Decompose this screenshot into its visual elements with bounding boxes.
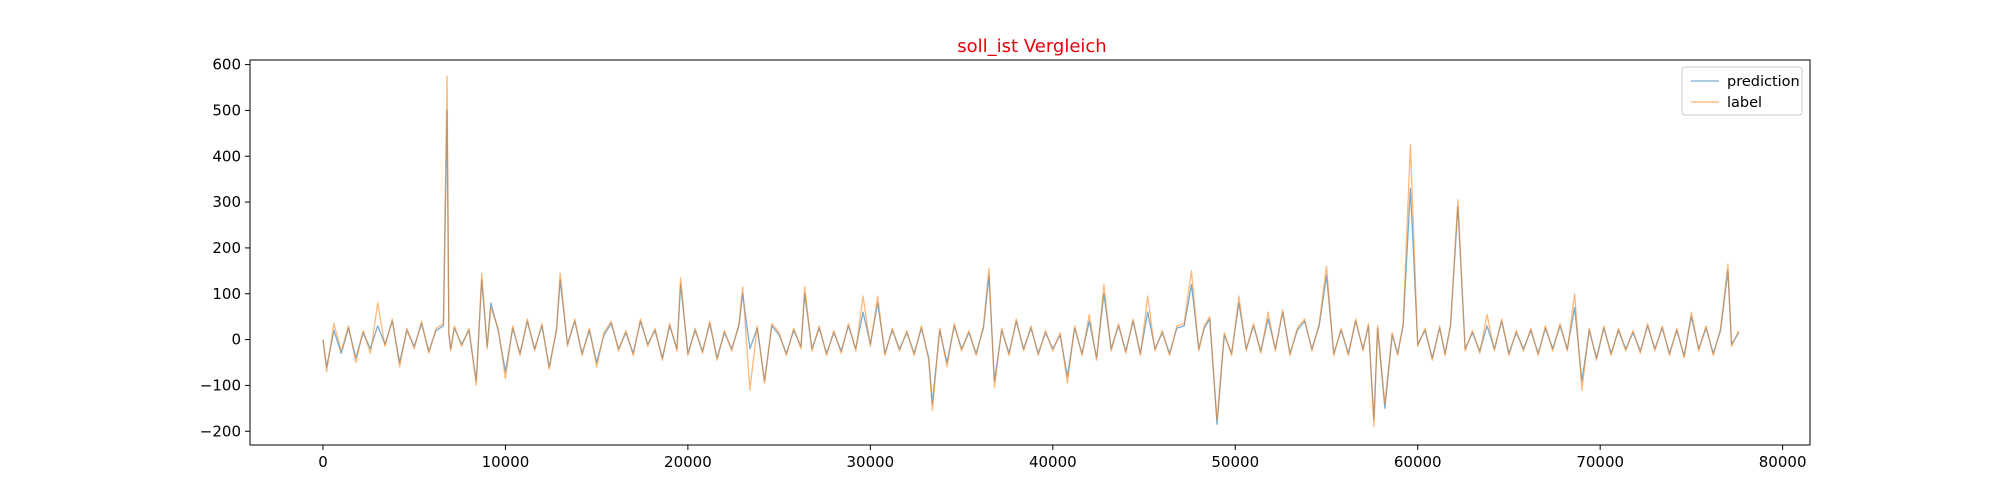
x-tick-label: 10000 (482, 453, 530, 471)
y-tick-label: 200 (212, 239, 241, 257)
legend-label-label: label (1727, 95, 1762, 111)
series-line-label (322, 75, 1740, 428)
y-tick-label: 100 (212, 285, 241, 303)
x-tick-label: 50000 (1211, 453, 1259, 471)
plot-frame (249, 59, 1811, 446)
x-tick-label: 70000 (1576, 453, 1624, 471)
x-axis: 0 10000 20000 30000 40000 50000 60000 70000 8000… (318, 445, 1806, 471)
legend-label-prediction: prediction (1727, 74, 1800, 90)
x-tick-label: 80000 (1759, 453, 1807, 471)
x-tick-label: 30000 (846, 453, 894, 471)
series-line-prediction (322, 109, 1740, 426)
x-tick-label: 60000 (1394, 453, 1442, 471)
y-tick-label: −200 (200, 422, 241, 440)
y-tick-label: 600 (212, 56, 241, 74)
plot-content (322, 75, 1740, 428)
y-tick-label: 500 (212, 101, 241, 119)
legend: prediction label (1681, 66, 1803, 116)
y-tick-label: −100 (200, 376, 241, 394)
legend-box (1681, 66, 1803, 116)
x-tick-label: 40000 (1029, 453, 1077, 471)
y-axis: −200 −100 0 100 200 300 400 500 600 (200, 56, 250, 440)
x-tick-label: 20000 (664, 453, 712, 471)
y-tick-label: 400 (212, 147, 241, 165)
y-tick-label: 0 (231, 331, 241, 349)
y-tick-label: 300 (212, 193, 241, 211)
chart-title: soll_ist Vergleich (957, 36, 1106, 57)
x-tick-label: 0 (318, 453, 328, 471)
